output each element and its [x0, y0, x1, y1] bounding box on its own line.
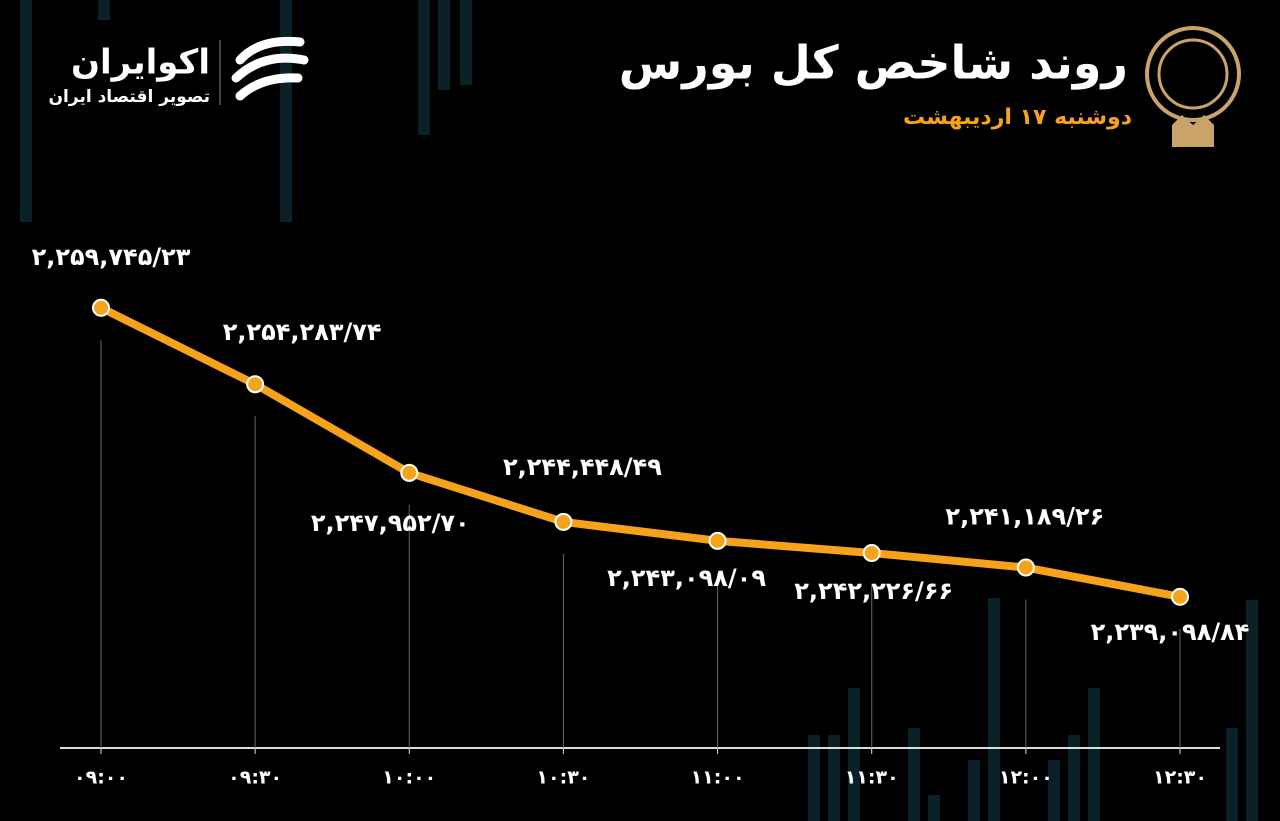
index-line — [99, 304, 1181, 601]
brand-logo — [231, 36, 309, 101]
x-tick-label: ۱۰:۰۰ — [382, 767, 436, 789]
x-tick-label: ۱۱:۰۰ — [691, 767, 745, 789]
point — [92, 298, 110, 317]
chart-subtitle: دوشنبه ۱۷ اردیبهشت — [903, 105, 1132, 130]
point — [862, 544, 881, 563]
point — [1171, 587, 1189, 606]
exchange-logo — [1145, 26, 1241, 122]
brand-name: اکوایران — [71, 43, 210, 83]
exchange-logo-crown — [1172, 115, 1214, 147]
value-label: ۲,۲۴۲,۲۲۶/۶۶ — [794, 577, 953, 605]
exchange-logo-inner — [1157, 38, 1229, 110]
brand-tagline: تصویر اقتصاد ایران — [49, 87, 210, 107]
x-tick-label: ۰۹:۳۰ — [228, 767, 282, 789]
x-tick-label: ۱۰:۳۰ — [536, 767, 590, 789]
point — [708, 531, 727, 550]
x-tick-label: ۱۱:۳۰ — [845, 767, 899, 789]
x-tick-label: ۰۹:۰۰ — [74, 767, 128, 789]
point — [246, 375, 265, 394]
value-label: ۲,۲۳۹,۰۹۸/۸۴ — [1091, 618, 1250, 646]
value-label: ۲,۲۴۷,۹۵۲/۷۰ — [311, 509, 470, 537]
value-label: ۲,۲۴۳,۰۹۸/۰۹ — [607, 564, 766, 592]
point — [400, 463, 419, 482]
value-label: ۲,۲۴۴,۴۴۸/۴۹ — [503, 453, 662, 481]
background-bars — [20, 0, 1258, 821]
point — [554, 512, 573, 531]
x-tick-label: ۱۲:۰۰ — [999, 767, 1053, 789]
chart-title: روند شاخص کل بورس — [619, 36, 1128, 90]
value-label: ۲,۲۵۴,۲۸۳/۷۴ — [223, 318, 382, 346]
value-label: ۲,۲۵۹,۷۴۵/۲۳ — [32, 243, 191, 271]
x-tick-label: ۱۲:۳۰ — [1153, 767, 1207, 789]
logo — [219, 26, 1241, 147]
point — [1016, 558, 1035, 577]
value-label: ۲,۲۴۱,۱۸۹/۲۶ — [945, 503, 1104, 531]
